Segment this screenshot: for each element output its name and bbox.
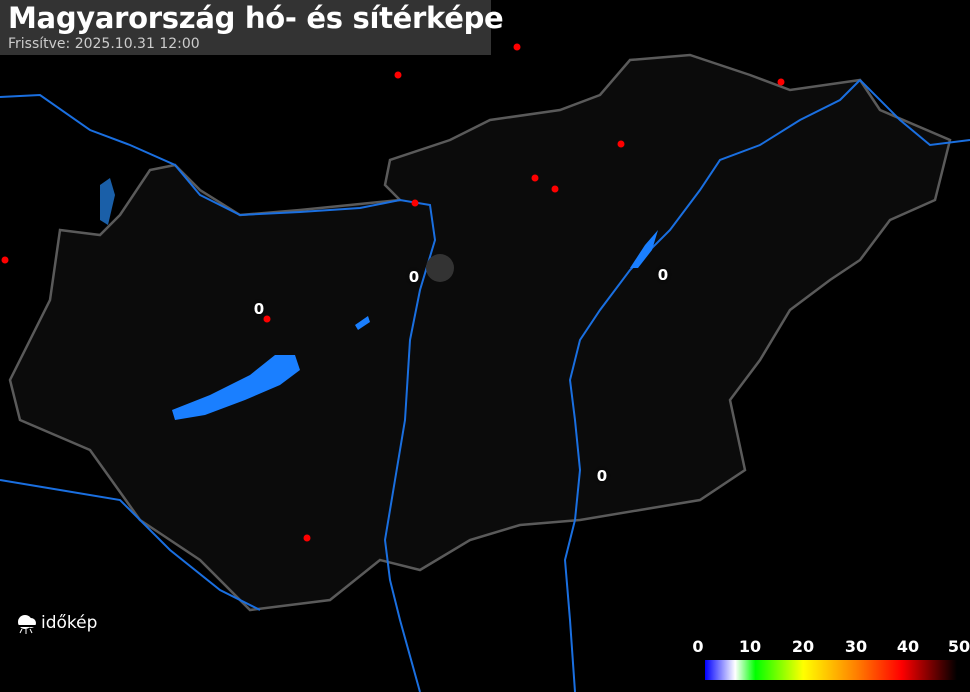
legend-tick: 10 — [738, 637, 762, 656]
updated-timestamp: Frissítve: 2025.10.31 12:00 — [8, 36, 200, 52]
cloud-sun-icon — [18, 615, 36, 634]
snow-depth-label[interactable]: 0 — [596, 467, 608, 485]
station-dot[interactable] — [777, 78, 785, 86]
legend-tick: 40 — [896, 637, 920, 656]
station-dot[interactable] — [1, 256, 9, 264]
title-panel: Magyarország hó- és sítérképe Frissítve:… — [0, 0, 504, 55]
station-dot[interactable] — [394, 71, 402, 79]
page-title: Magyarország hó- és sítérképe — [8, 1, 504, 35]
legend-tick: 50 — [947, 637, 970, 656]
station-dot[interactable] — [303, 534, 311, 542]
station-dot[interactable] — [263, 315, 271, 323]
station-dot[interactable] — [513, 43, 521, 51]
legend-tick: 20 — [791, 637, 815, 656]
lake-tisza — [630, 230, 658, 268]
station-dot[interactable] — [411, 199, 419, 207]
idokep-logo[interactable]: időkép — [16, 612, 97, 634]
station-dot[interactable] — [531, 174, 539, 182]
lake-velence — [355, 316, 370, 330]
lake-ferto — [100, 178, 115, 225]
snow-depth-label[interactable]: 0 — [657, 266, 669, 284]
snow-depth-label[interactable]: 0 — [408, 268, 420, 286]
budapest-area — [426, 254, 454, 282]
legend-labels: 0 10 20 30 40 50 — [692, 637, 970, 657]
station-dots — [1, 43, 785, 542]
legend-tick: 0 — [692, 637, 704, 656]
station-dot[interactable] — [617, 140, 625, 148]
station-dot[interactable] — [551, 185, 559, 193]
color-scale-bar — [705, 660, 957, 680]
logo-text: időkép — [41, 613, 98, 633]
lake-balaton — [172, 355, 300, 420]
country-border — [8, 53, 952, 612]
legend-tick: 30 — [844, 637, 868, 656]
snow-depth-label[interactable]: 0 — [253, 300, 265, 318]
